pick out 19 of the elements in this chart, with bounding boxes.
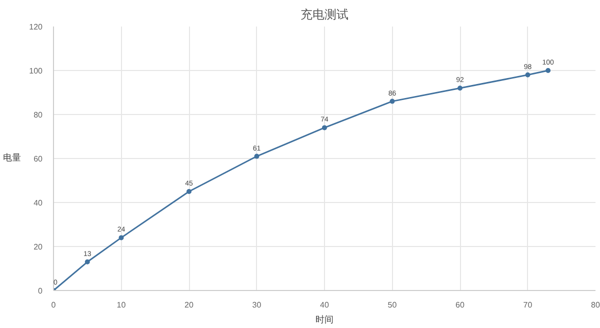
x-tick-label: 70 — [523, 300, 533, 310]
x-tick-label: 10 — [116, 300, 126, 310]
x-tick-label: 30 — [252, 300, 262, 310]
y-tick-label: 100 — [29, 66, 44, 76]
y-tick-label: 60 — [34, 154, 44, 164]
x-tick-label: 0 — [51, 300, 56, 310]
y-tick-label: 20 — [34, 242, 44, 252]
y-tick-label: 80 — [34, 110, 44, 120]
y-tick-label: 120 — [29, 22, 44, 32]
y-axis-title: 电量 — [3, 152, 22, 164]
x-tick-label: 20 — [184, 300, 194, 310]
y-tick-label: 0 — [38, 286, 44, 296]
chart-title: 充电测试 — [300, 8, 348, 22]
x-tick-label: 60 — [456, 300, 465, 310]
y-tick-label: 40 — [34, 198, 44, 208]
x-tick-label: 80 — [591, 300, 600, 310]
x-tick-label: 40 — [320, 300, 330, 310]
x-tick-label: 50 — [388, 300, 398, 310]
x-axis-title: 时间 — [316, 314, 334, 326]
